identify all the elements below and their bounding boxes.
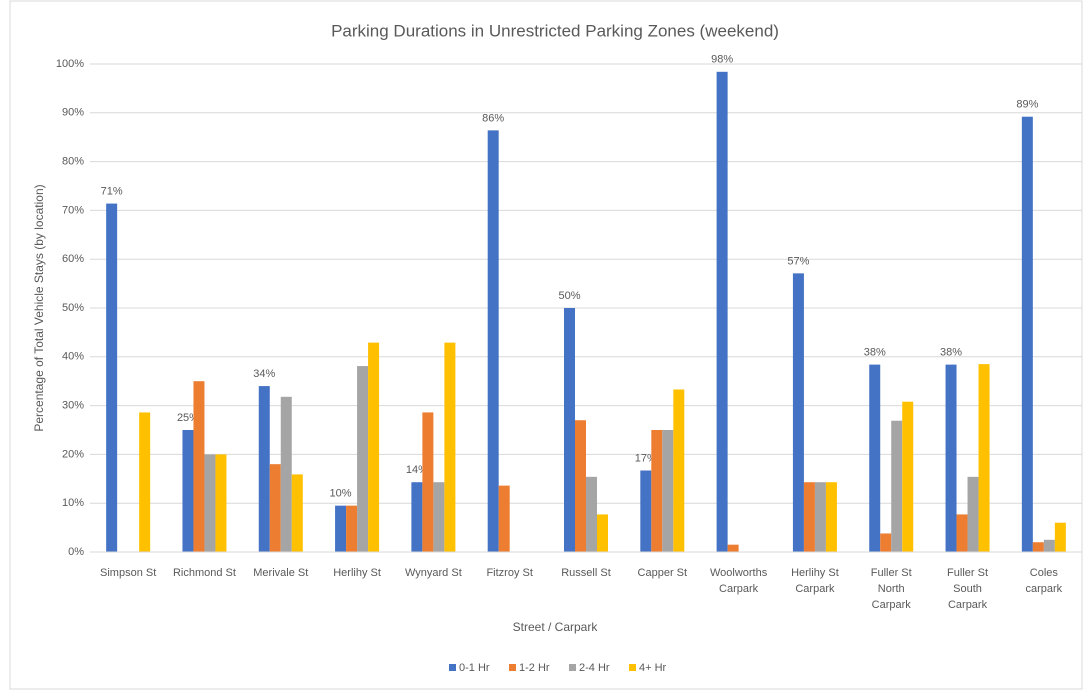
data-label: 57%	[787, 255, 809, 267]
bar	[902, 401, 914, 552]
bar	[411, 482, 423, 552]
data-label: 38%	[864, 347, 886, 359]
data-label: 34%	[253, 368, 275, 380]
y-tick-label: 60%	[62, 253, 84, 265]
y-tick-label: 100%	[56, 58, 84, 70]
x-tick-label: Fuller St South Carpark	[947, 567, 988, 611]
bar	[1032, 542, 1044, 552]
bar	[487, 130, 499, 553]
bar	[106, 203, 118, 552]
y-tick-label: 30%	[62, 400, 84, 412]
legend-label: 0-1 Hr	[459, 662, 490, 674]
data-label: 71%	[101, 185, 123, 197]
bar	[662, 430, 674, 552]
bar	[422, 412, 434, 552]
data-label: 89%	[1016, 99, 1038, 111]
legend-swatch	[449, 664, 456, 671]
bar	[564, 308, 575, 552]
y-tick-label: 20%	[62, 448, 84, 460]
y-tick-label: 0%	[68, 546, 84, 558]
bar	[597, 514, 608, 552]
bar	[814, 482, 826, 552]
bar	[269, 464, 281, 552]
y-tick-label: 50%	[62, 302, 84, 314]
y-tick-label: 10%	[62, 497, 84, 509]
x-tick-label: Woolworths Carpark	[710, 567, 768, 595]
bar	[1043, 539, 1055, 552]
x-tick-label: Simpson St	[100, 567, 156, 579]
x-tick-label: Russell St	[561, 567, 611, 579]
x-tick-label: Richmond St	[173, 567, 236, 579]
chart-frame	[9, 0, 1083, 690]
data-label: 50%	[558, 290, 580, 302]
data-label: 38%	[940, 347, 962, 359]
x-tick-label: Fitzroy St	[486, 567, 532, 579]
bar	[891, 420, 903, 552]
bar	[346, 505, 358, 552]
data-label: 98%	[711, 54, 733, 66]
bar	[1021, 116, 1033, 552]
data-label: 10%	[330, 488, 352, 500]
y-tick-label: 90%	[62, 107, 84, 119]
bar	[825, 482, 837, 552]
legend-swatch	[569, 664, 576, 671]
bar	[673, 389, 685, 552]
y-tick-label: 70%	[62, 204, 84, 216]
legend-label: 1-2 Hr	[519, 662, 550, 674]
bar	[945, 364, 957, 552]
bar	[444, 342, 456, 552]
bar	[433, 482, 445, 552]
bar	[956, 514, 968, 552]
data-label: 86%	[482, 112, 504, 124]
bar	[869, 364, 881, 552]
bar	[335, 505, 347, 552]
bar	[640, 470, 652, 552]
bar	[967, 476, 979, 552]
bar	[792, 273, 804, 552]
bar	[727, 544, 739, 552]
bar	[291, 474, 303, 552]
bar	[978, 364, 990, 552]
x-tick-label: Wynyard St	[405, 567, 462, 579]
bar	[498, 485, 510, 552]
x-tick-label: Herlihy St	[333, 567, 381, 579]
bar	[193, 381, 205, 552]
bar	[280, 396, 292, 552]
chart-title: Parking Durations in Unrestricted Parkin…	[331, 21, 779, 40]
x-axis-title: Street / Carpark	[513, 620, 599, 634]
y-tick-label: 80%	[62, 156, 84, 168]
bar	[357, 366, 369, 552]
bar	[1054, 522, 1066, 552]
bar	[803, 482, 815, 552]
x-tick-label: Merivale St	[253, 567, 308, 579]
bar	[368, 342, 380, 552]
legend-swatch	[629, 664, 636, 671]
x-tick-label: Herlihy St Carpark	[791, 567, 839, 595]
bar	[258, 386, 270, 552]
bar	[182, 430, 194, 552]
legend-label: 2-4 Hr	[579, 662, 610, 674]
legend-label: 4+ Hr	[639, 662, 667, 674]
y-axis-title: Percentage of Total Vehicle Stays (by lo…	[32, 184, 46, 431]
bar	[880, 533, 892, 552]
x-tick-label: Capper St	[638, 567, 688, 579]
bar	[586, 476, 597, 552]
bar	[204, 454, 216, 552]
y-tick-label: 40%	[62, 351, 84, 363]
bar	[716, 71, 728, 553]
bar	[139, 412, 151, 552]
bar	[575, 420, 586, 552]
bar	[215, 454, 227, 552]
x-tick-label: Fuller St North Carpark	[871, 567, 912, 611]
legend-swatch	[509, 664, 516, 671]
x-tick-label: Coles carpark	[1026, 567, 1063, 595]
bar	[651, 430, 663, 552]
